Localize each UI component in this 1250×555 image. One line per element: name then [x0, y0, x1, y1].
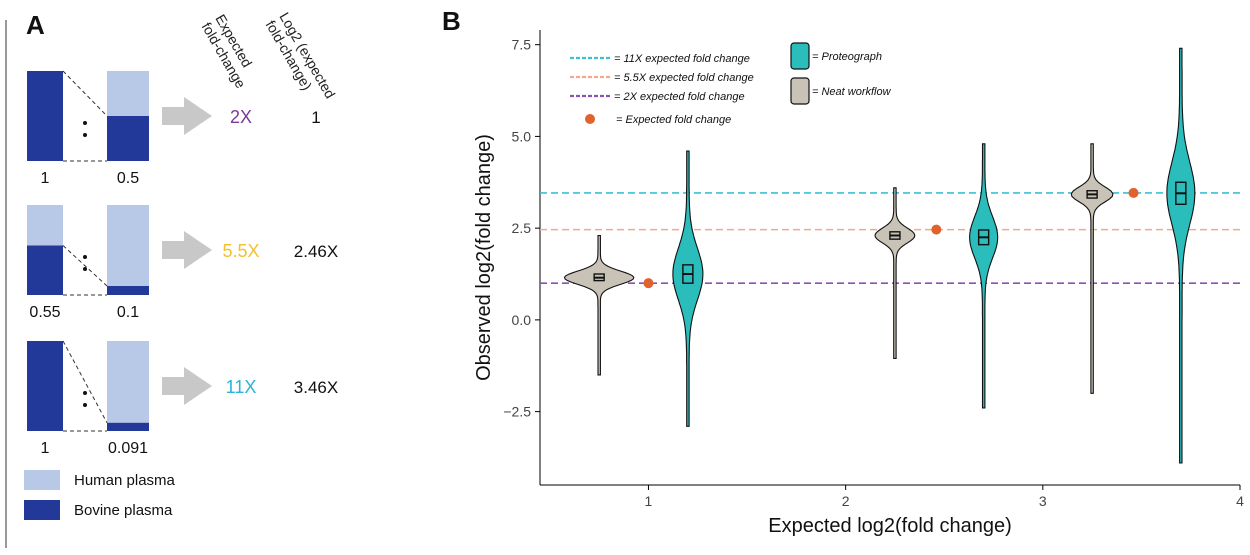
human-plasma-bar-right — [107, 341, 149, 431]
y-axis-label: Observed log2(fold change) — [473, 134, 495, 381]
y-tick-label: 5.0 — [512, 128, 532, 144]
mixing-row: 0.55 0.1 5.5X 2.46X — [27, 205, 338, 321]
ratio-dot — [83, 255, 87, 259]
legend-swatch — [790, 77, 810, 105]
chart-legend: = 11X expected fold change = 5.5X expecte… — [570, 42, 892, 126]
legend-line-label: = 11X expected fold change — [614, 53, 750, 65]
violin-chart: −2.5 0.0 2.5 5.0 7.5 1 2 3 4 Expected log2(fold c… — [473, 30, 1244, 537]
violin — [874, 187, 916, 359]
expected-fold-point — [1128, 187, 1139, 198]
mixing-row: 1 0.091 11X 3.46X — [27, 340, 338, 457]
panel-a: A Expectedfold-change Log2 (expectedfold-… — [0, 0, 420, 550]
left-ratio-label: 1 — [41, 440, 50, 457]
header-log2-expected-fold-change: Log2 (expectedfold-change) — [263, 10, 339, 110]
violin — [563, 234, 635, 376]
right-ratio-label: 0.1 — [117, 304, 139, 321]
x-tick-label: 1 — [645, 493, 653, 509]
panel-b: B −2.5 0.0 2.5 5.0 7.5 1 2 3 4 Expected log2(fold… — [430, 0, 1250, 550]
violin — [1166, 47, 1196, 464]
arrow-icon — [162, 97, 212, 135]
expected-fold-point — [931, 224, 942, 235]
dilution-dashed-line-top — [62, 340, 108, 424]
ratio-dot — [83, 267, 87, 271]
y-tick-label: −2.5 — [503, 404, 531, 420]
expected-fold-label: 11X — [226, 377, 257, 397]
violin-body — [1070, 143, 1114, 394]
right-ratio-label: 0.091 — [108, 440, 148, 457]
y-tick-label: 2.5 — [512, 220, 532, 236]
legend-swatch — [24, 470, 60, 490]
x-tick-label: 2 — [842, 493, 850, 509]
legend-swatch — [24, 500, 60, 520]
y-tick-label: 7.5 — [512, 37, 532, 53]
arrow-icon — [162, 367, 212, 405]
dilution-dashed-line-top — [62, 70, 108, 117]
legend-line-label: = 2X expected fold change — [614, 91, 745, 103]
violin-body — [1166, 47, 1196, 464]
log2-fold-label: 2.46X — [294, 242, 338, 261]
bovine-plasma-bar-left — [27, 245, 63, 295]
violin — [969, 143, 999, 409]
legend-point-label: = Expected fold change — [616, 114, 731, 126]
x-tick-label: 3 — [1039, 493, 1047, 509]
x-axis-label: Expected log2(fold change) — [768, 515, 1012, 537]
y-tick-label: 0.0 — [512, 312, 532, 328]
log2-fold-label: 1 — [311, 108, 320, 127]
bovine-plasma-bar-left — [27, 341, 63, 431]
legend-swatch — [790, 42, 810, 70]
violin-body — [969, 143, 999, 409]
violin — [1070, 143, 1114, 394]
violin-body — [563, 234, 635, 376]
legend-line-label: = 5.5X expected fold change — [614, 72, 754, 84]
legend-label: Human plasma — [74, 472, 176, 489]
left-ratio-label: 0.55 — [29, 304, 60, 321]
human-plasma-bar-right — [107, 205, 149, 295]
ratio-dot — [83, 133, 87, 137]
left-ratio-label: 1 — [41, 170, 50, 187]
expected-fold-label: 2X — [230, 107, 252, 127]
ratio-dot — [83, 391, 87, 395]
violin-body — [874, 187, 916, 359]
bovine-plasma-bar-right — [107, 116, 149, 161]
legend-expected-point — [585, 114, 595, 124]
right-ratio-label: 0.5 — [117, 170, 139, 187]
mixing-row: 1 0.5 2X 1 — [27, 70, 321, 187]
bovine-plasma-bar-right — [107, 286, 149, 295]
expected-fold-point — [643, 278, 654, 289]
violin — [672, 150, 704, 427]
header-expected-fold-change: Expectedfold-change — [199, 12, 263, 92]
expected-fold-label: 5.5X — [222, 241, 259, 261]
panel-a-letter: A — [26, 10, 45, 40]
panel-b-letter: B — [442, 6, 461, 36]
ratio-dot — [83, 121, 87, 125]
violin-body — [672, 150, 704, 427]
mixing-schematic: Expectedfold-change Log2 (expectedfold-ch… — [5, 10, 339, 548]
dilution-dashed-line-top — [62, 245, 108, 287]
ratio-dot — [83, 403, 87, 407]
bovine-plasma-bar-right — [107, 422, 149, 431]
legend-label: Bovine plasma — [74, 502, 173, 519]
arrow-icon — [162, 231, 212, 269]
legend-series-label: = Neat workflow — [812, 86, 892, 98]
x-tick-label: 4 — [1236, 493, 1244, 509]
log2-fold-label: 3.46X — [294, 378, 338, 397]
bovine-plasma-bar-left — [27, 71, 63, 161]
legend-series-label: = Proteograph — [812, 51, 882, 63]
